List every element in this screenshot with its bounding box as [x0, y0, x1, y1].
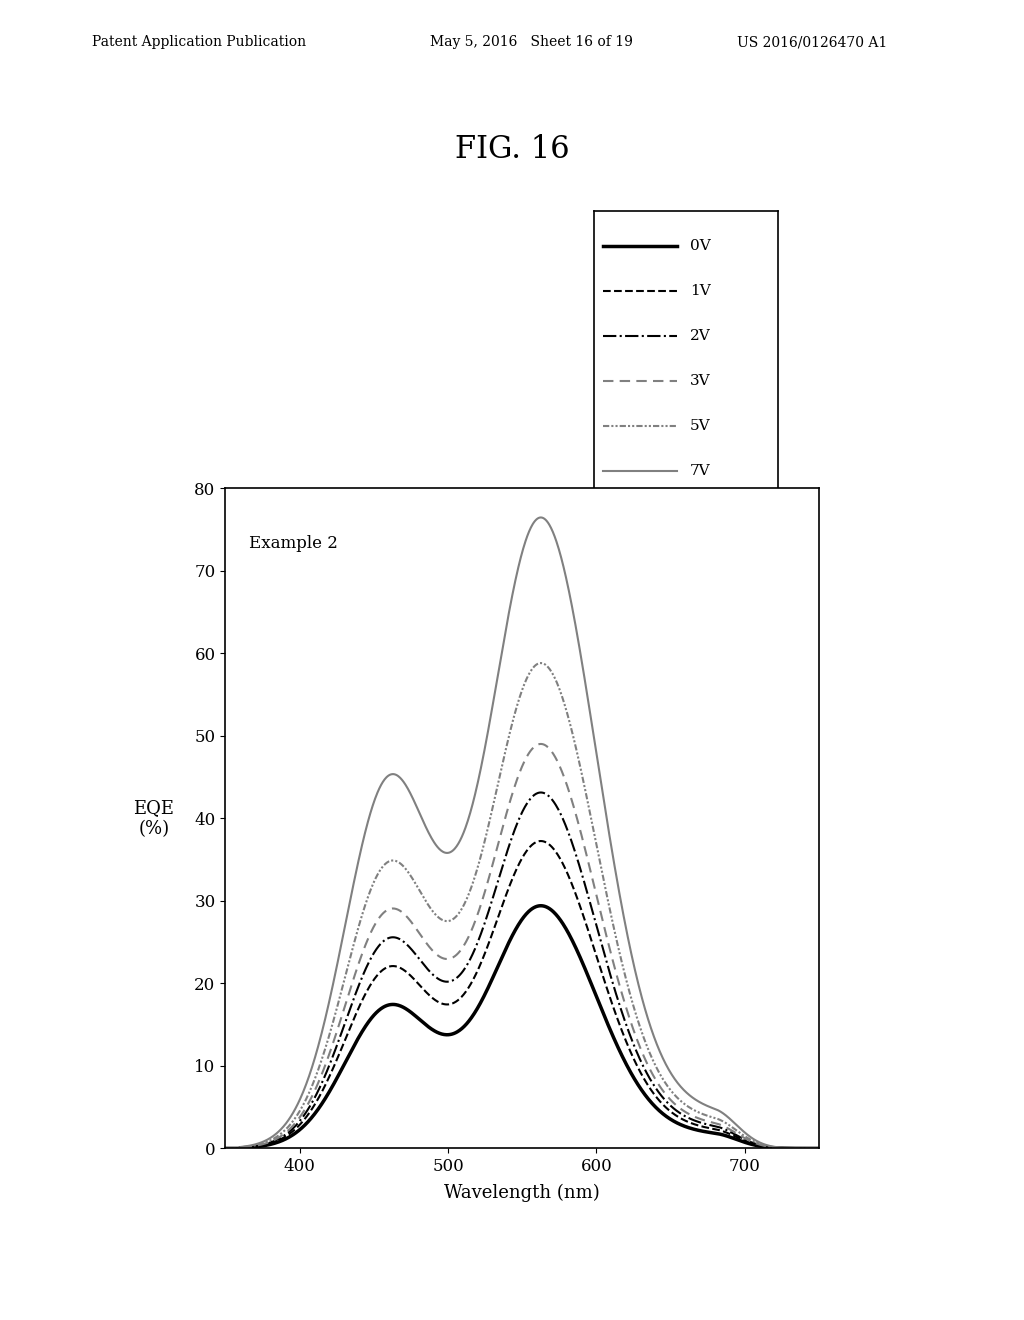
- Text: 2V: 2V: [690, 329, 711, 343]
- Text: Patent Application Publication: Patent Application Publication: [92, 36, 306, 49]
- Text: 3V: 3V: [690, 374, 711, 388]
- Text: 7V: 7V: [690, 465, 711, 478]
- Y-axis label: EQE
(%): EQE (%): [133, 799, 174, 838]
- Text: Example 2: Example 2: [249, 535, 338, 552]
- Text: 5V: 5V: [690, 418, 711, 433]
- Text: 1V: 1V: [690, 284, 711, 298]
- Text: May 5, 2016   Sheet 16 of 19: May 5, 2016 Sheet 16 of 19: [430, 36, 633, 49]
- X-axis label: Wavelength (nm): Wavelength (nm): [444, 1184, 600, 1201]
- Text: 0V: 0V: [690, 239, 711, 253]
- Text: FIG. 16: FIG. 16: [455, 135, 569, 165]
- Text: US 2016/0126470 A1: US 2016/0126470 A1: [737, 36, 888, 49]
